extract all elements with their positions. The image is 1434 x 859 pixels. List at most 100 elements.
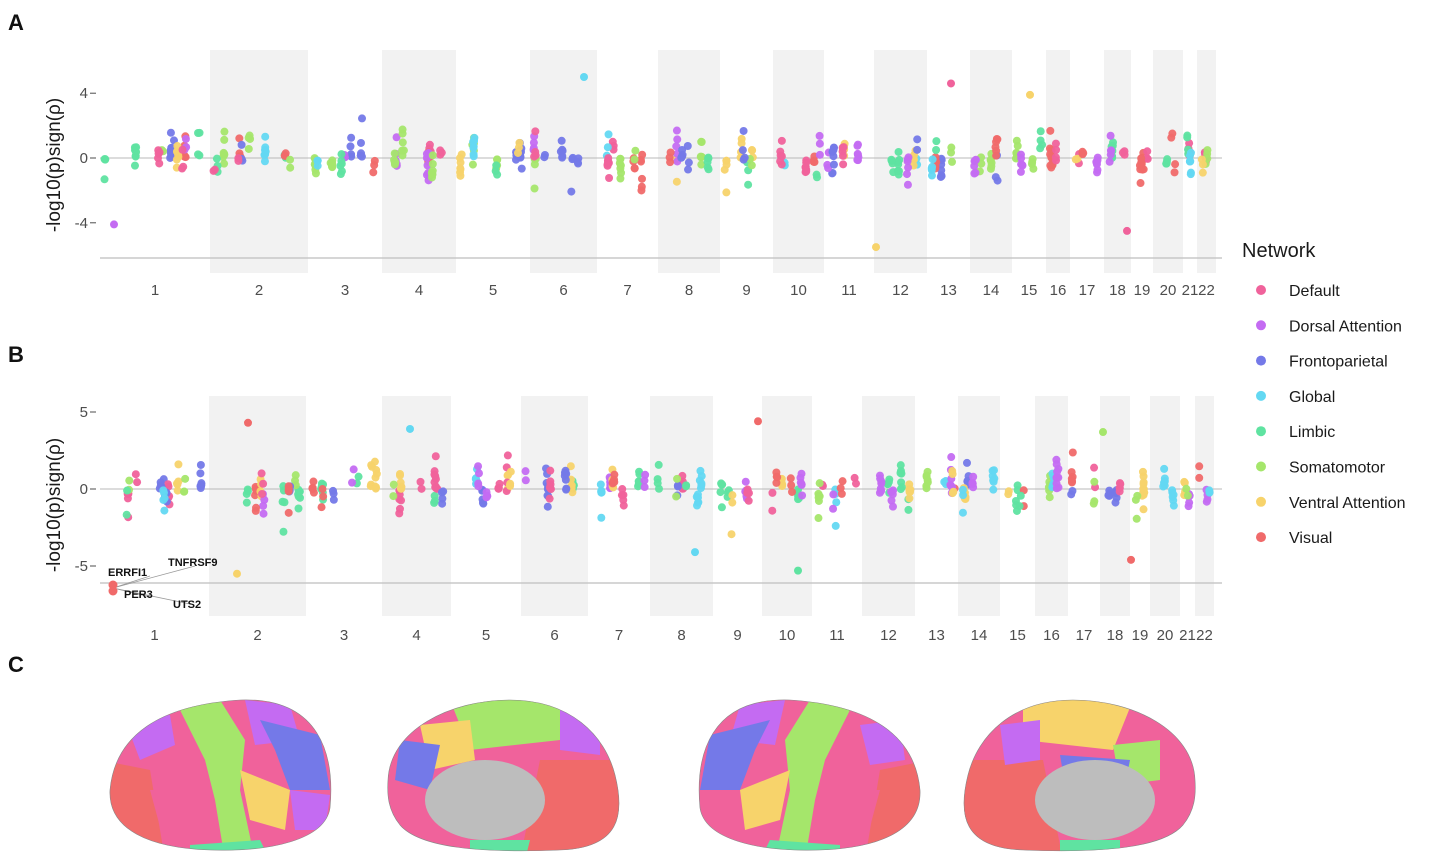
data-point (684, 158, 693, 167)
data-point (1143, 147, 1152, 156)
data-point (506, 467, 515, 476)
data-point (802, 158, 811, 167)
data-point (123, 486, 132, 495)
data-point (888, 502, 897, 511)
data-point (913, 135, 922, 144)
data-point (828, 169, 837, 178)
data-point (244, 418, 252, 427)
data-point (506, 481, 515, 490)
data-point (853, 155, 862, 164)
data-point (906, 485, 915, 494)
x-axis-a: 1 2 3 4 5 6 7 8 9 10 11 12 13 14 15 16 17 18 19 20 21 22 (151, 282, 1215, 299)
data-point (968, 479, 977, 488)
data-point (309, 488, 318, 497)
data-point (430, 496, 439, 505)
data-point (357, 152, 366, 161)
chromosome-band (650, 396, 713, 616)
data-point (237, 140, 246, 149)
data-point (703, 163, 712, 172)
data-point (971, 168, 980, 177)
data-point (637, 174, 646, 183)
data-point (610, 470, 619, 479)
data-point (212, 154, 221, 163)
data-point (1120, 150, 1129, 159)
data-point (348, 478, 357, 487)
data-point (1071, 155, 1080, 164)
data-point (638, 150, 647, 159)
data-point (947, 79, 955, 88)
data-point (896, 461, 905, 470)
data-point (838, 143, 847, 152)
y-tick-label: 5 (80, 404, 88, 421)
data-point (474, 482, 483, 491)
data-point (853, 149, 862, 158)
data-point (1052, 460, 1061, 469)
data-point (1068, 477, 1077, 486)
data-point (832, 498, 841, 507)
data-point (697, 479, 706, 488)
data-point (309, 477, 318, 486)
data-point (122, 510, 131, 519)
data-point (948, 489, 957, 498)
gene-label-per3: PER3 (124, 589, 153, 601)
data-point (815, 131, 824, 140)
data-point (722, 160, 731, 169)
data-point (1016, 491, 1025, 500)
legend-key-dorsal-attention (1256, 320, 1266, 331)
legend-label-default: Default (1289, 283, 1340, 300)
region-limbic-m (470, 840, 530, 851)
region-frontoparietal-r (700, 720, 770, 790)
data-point (608, 137, 617, 146)
data-point (154, 154, 163, 163)
data-point (738, 146, 747, 155)
data-point (389, 492, 398, 501)
data-point (809, 157, 818, 166)
data-point (172, 479, 181, 488)
data-point (1139, 478, 1148, 487)
data-point (754, 417, 762, 426)
data-point (181, 474, 190, 483)
data-point (406, 424, 414, 433)
data-point (877, 486, 886, 495)
data-point (897, 483, 906, 492)
data-point (1115, 479, 1124, 488)
data-point (567, 187, 576, 196)
data-point (180, 487, 189, 496)
data-point (100, 175, 109, 184)
data-point (545, 494, 554, 503)
data-point (1093, 156, 1102, 165)
data-point (131, 152, 140, 161)
data-point (259, 479, 268, 488)
data-point (417, 484, 426, 493)
data-point (438, 494, 447, 503)
data-point (1013, 141, 1022, 150)
data-point (787, 481, 796, 490)
data-point (195, 128, 204, 137)
data-point (1078, 147, 1087, 156)
data-point (295, 487, 304, 496)
data-point (1182, 484, 1191, 493)
data-point (346, 142, 355, 151)
data-point (697, 160, 706, 169)
data-point (336, 170, 345, 179)
data-point (172, 155, 181, 164)
data-point (797, 469, 806, 478)
x-tick-label: 14 (971, 627, 988, 644)
data-point (1133, 491, 1142, 500)
legend-label-global: Global (1289, 389, 1335, 406)
x-tick-label: 9 (742, 282, 750, 299)
data-point (616, 164, 625, 173)
data-point (773, 473, 782, 482)
chromosome-band (1195, 396, 1214, 616)
x-tick-label: 16 (1043, 627, 1060, 644)
data-point (902, 170, 911, 179)
data-point (280, 498, 289, 507)
data-point (768, 506, 777, 515)
data-point (905, 494, 914, 503)
x-tick-label: 4 (412, 627, 420, 644)
region-default-2 (150, 790, 215, 845)
data-point (110, 220, 118, 229)
x-tick-label: 16 (1050, 282, 1067, 299)
data-point (558, 153, 567, 162)
data-point (829, 504, 838, 513)
